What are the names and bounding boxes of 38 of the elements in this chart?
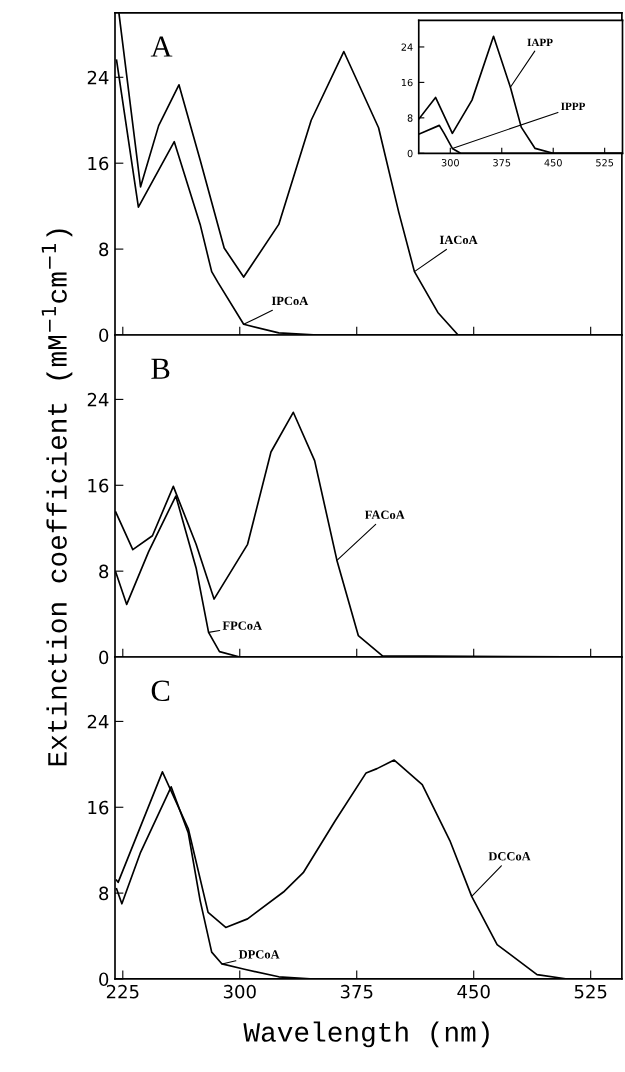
x-tick-label: 525	[574, 984, 607, 999]
y-tick-label: 24	[87, 70, 109, 85]
y-tick-label: 24	[87, 714, 109, 729]
y-tick-label: 0	[99, 650, 109, 665]
y-tick-label: 24	[87, 392, 109, 407]
text: IPCoA	[271, 296, 309, 306]
text: B	[151, 358, 170, 379]
y-tick-label: 8	[99, 564, 109, 579]
y-tick-label: 0	[99, 328, 109, 343]
y-tick-label: 16	[88, 478, 109, 493]
x-tick-label: 450	[457, 984, 490, 999]
text: A	[150, 36, 173, 57]
text: FACoA	[364, 510, 405, 519]
text: C	[151, 680, 170, 702]
y-tick-label: 0	[99, 972, 109, 987]
y-tick-label: 8	[99, 886, 109, 901]
x-tick-label: 450	[544, 159, 562, 167]
x-tick-label: 525	[596, 159, 614, 167]
x-tick-label: 375	[340, 984, 373, 999]
y-tick-label: 24	[401, 43, 413, 51]
x-tick-label: 225	[106, 984, 139, 999]
y-tick-label: 16	[88, 156, 109, 171]
x-axis-title: Wavelength (nm)	[243, 1021, 489, 1048]
legend-label: DPCoA	[238, 950, 280, 959]
x-tick-label: 300	[441, 159, 459, 167]
y-tick-label: 16	[401, 78, 413, 87]
y-tick-label: 8	[99, 242, 109, 257]
text: DCCoA	[488, 852, 531, 861]
legend-label: FPCoA	[222, 621, 262, 630]
text: IAPP	[527, 38, 553, 47]
y-tick-label: 0	[407, 149, 413, 158]
y-tick-label: 16	[88, 800, 109, 815]
x-tick-label: 375	[493, 159, 511, 167]
text: IACoA	[439, 235, 478, 245]
y-tick-label: 8	[407, 114, 413, 122]
x-tick-label: 300	[223, 984, 256, 999]
text: IPPP	[561, 102, 586, 110]
y-axis-title: Extinction coefficient (mM$^{−1}$cm$^{−1}$)	[41, 229, 73, 766]
